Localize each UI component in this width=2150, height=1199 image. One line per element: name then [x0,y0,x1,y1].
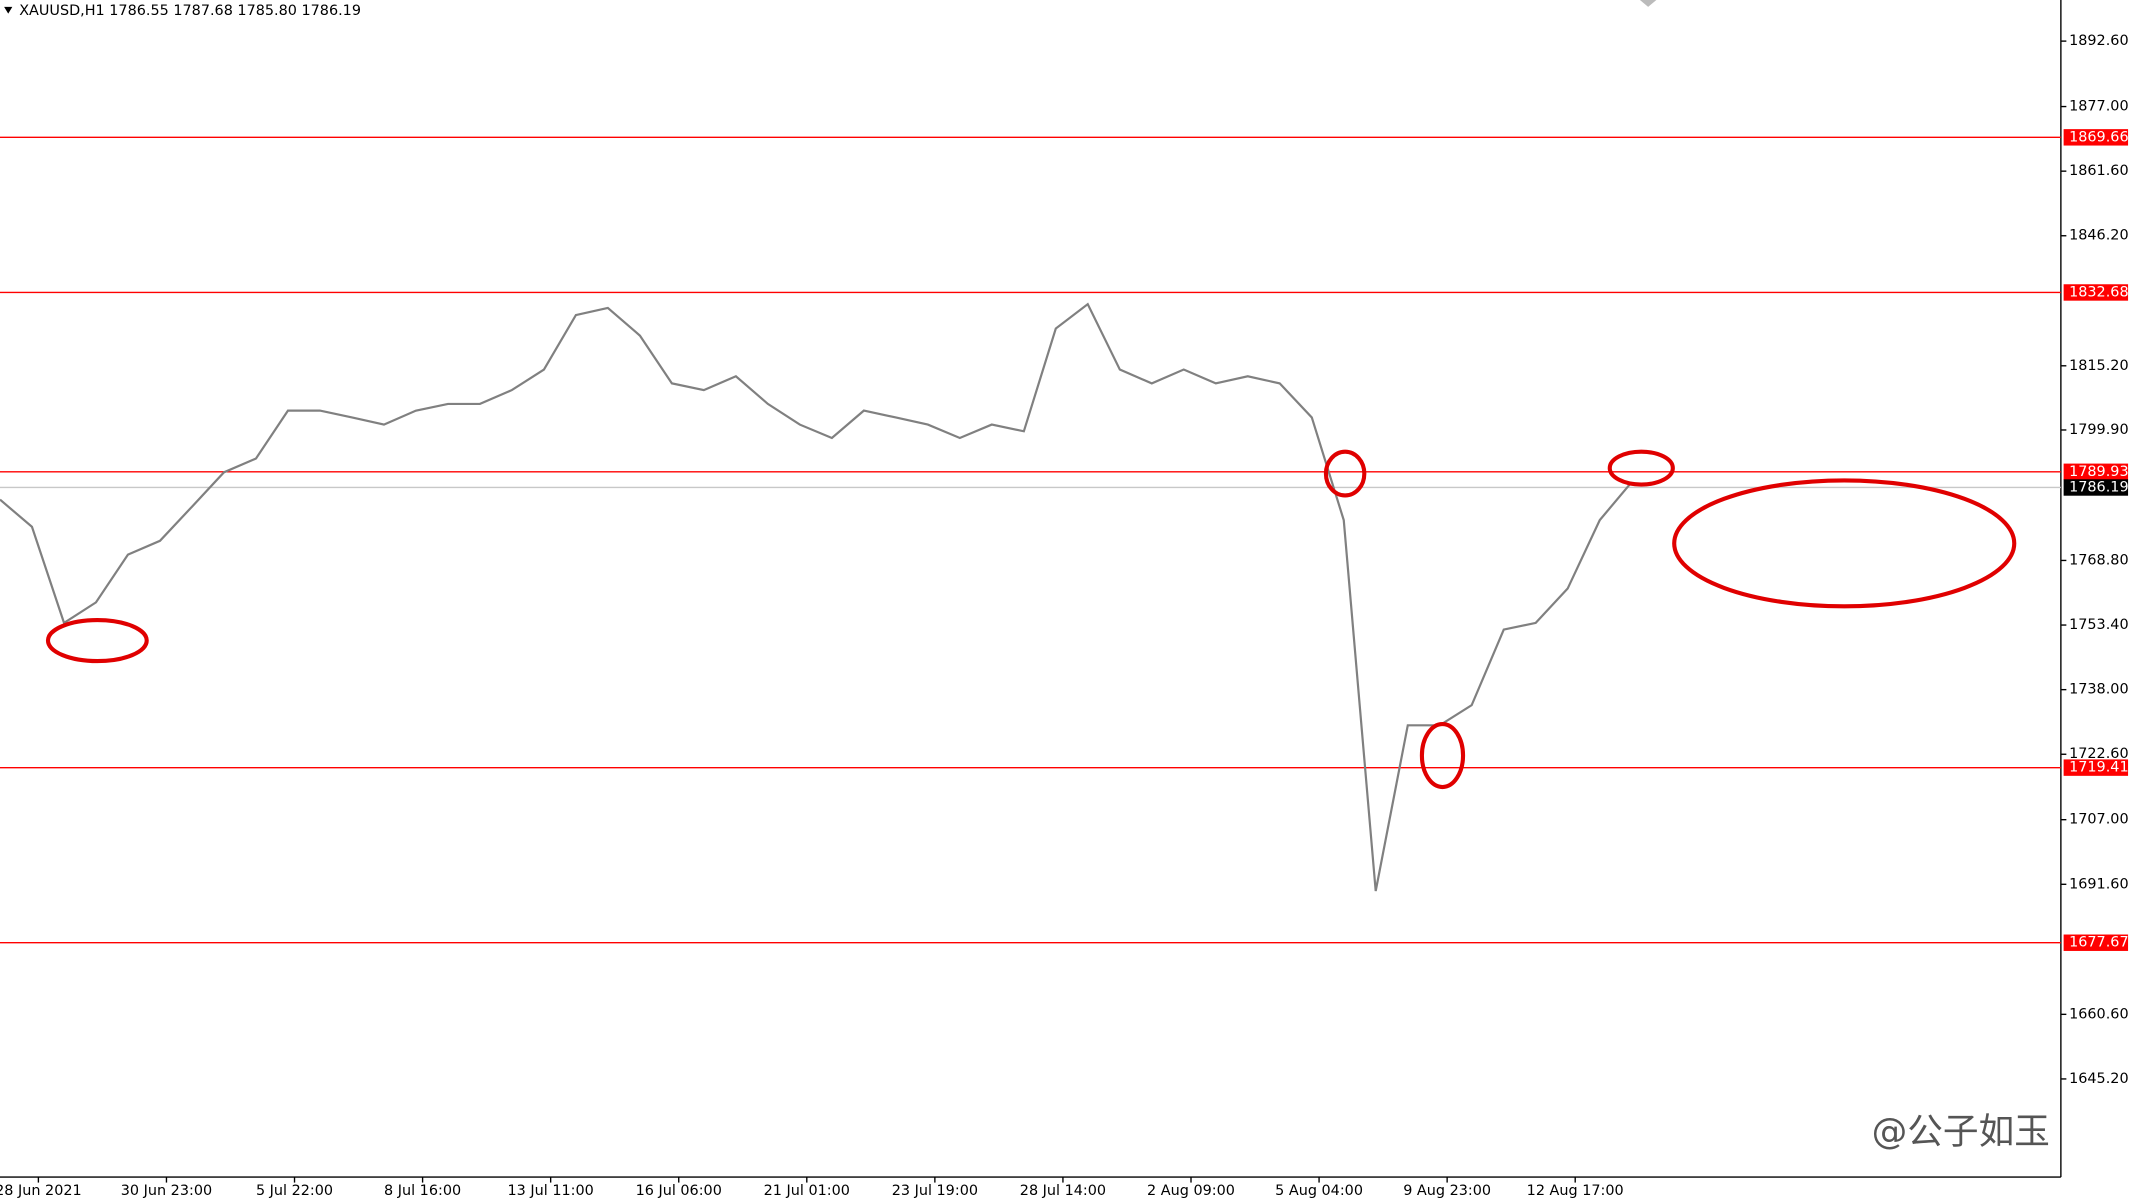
chart-title: XAUUSD,H1 1786.55 1787.68 1785.80 1786.1… [19,3,361,19]
y-tick-label: 1799.90 [2069,422,2129,438]
level-label-bg [2063,759,2129,776]
y-tick-label: 1846.20 [2069,228,2129,244]
x-tick-label: 28 Jul 14:00 [1020,1183,1106,1199]
price-label-bg [2063,479,2129,496]
level-label: 1832.68 [2069,284,2129,300]
x-tick-label: 30 Jun 23:00 [121,1183,212,1199]
circle [1607,449,1675,487]
circle [45,617,149,664]
x-tick-label: 2 Aug 09:00 [1147,1183,1235,1199]
level-label: 1869.66 [2069,129,2129,145]
menu-arrow [4,6,13,14]
annotations [45,449,2017,790]
y-tick-label: 1660.60 [2069,1006,2129,1022]
scroll-marker [1639,0,1657,7]
x-tick-label: 23 Jul 19:00 [892,1183,978,1199]
x-tick-label: 12 Aug 17:00 [1527,1183,1624,1199]
y-tick-label: 1707.00 [2069,812,2129,828]
marks [0,136,2061,944]
price-line-series [0,302,1633,892]
x-tick-label: 16 Jul 06:00 [636,1183,722,1199]
price-label: 1786.19 [2069,480,2129,496]
y-tick-label: 1892.60 [2069,33,2129,49]
y-tick-label: 1768.80 [2069,552,2129,568]
y-tick-label: 1815.20 [2069,358,2129,374]
circle [1323,449,1367,498]
y-tick-label: 1738.00 [2069,682,2129,698]
watermark: @公子如玉 [1872,1111,2050,1152]
x-tick-label: 5 Jul 22:00 [256,1183,333,1199]
y-tick-label: 1877.00 [2069,99,2129,115]
y-tick-label: 1691.60 [2069,876,2129,892]
level-label-bg [2063,129,2129,146]
level-label: 1719.41 [2069,760,2129,776]
y-tick-label: 1753.40 [2069,617,2129,633]
level-label-bg [2063,284,2129,301]
y-tick-label: 1861.60 [2069,163,2129,179]
circle [1419,722,1466,790]
x-tick-label: 13 Jul 11:00 [508,1183,594,1199]
x-tick-label: 9 Aug 23:00 [1403,1183,1491,1199]
level-label: 1677.67 [2069,935,2129,951]
y-tick-label: 1645.20 [2069,1071,2129,1087]
y-tick-label: 1722.60 [2069,746,2129,762]
level-label-bg [2063,934,2129,951]
level-label-bg [2063,463,2129,481]
circle [1672,478,2017,609]
x-tick-label: 5 Aug 04:00 [1275,1183,1363,1199]
x-tick-label: 8 Jul 16:00 [384,1183,461,1199]
x-tick-label: 21 Jul 01:00 [764,1183,850,1199]
x-tick-label: 28 Jun 2021 [0,1183,82,1199]
level-label: 1789.93 [2069,464,2129,480]
